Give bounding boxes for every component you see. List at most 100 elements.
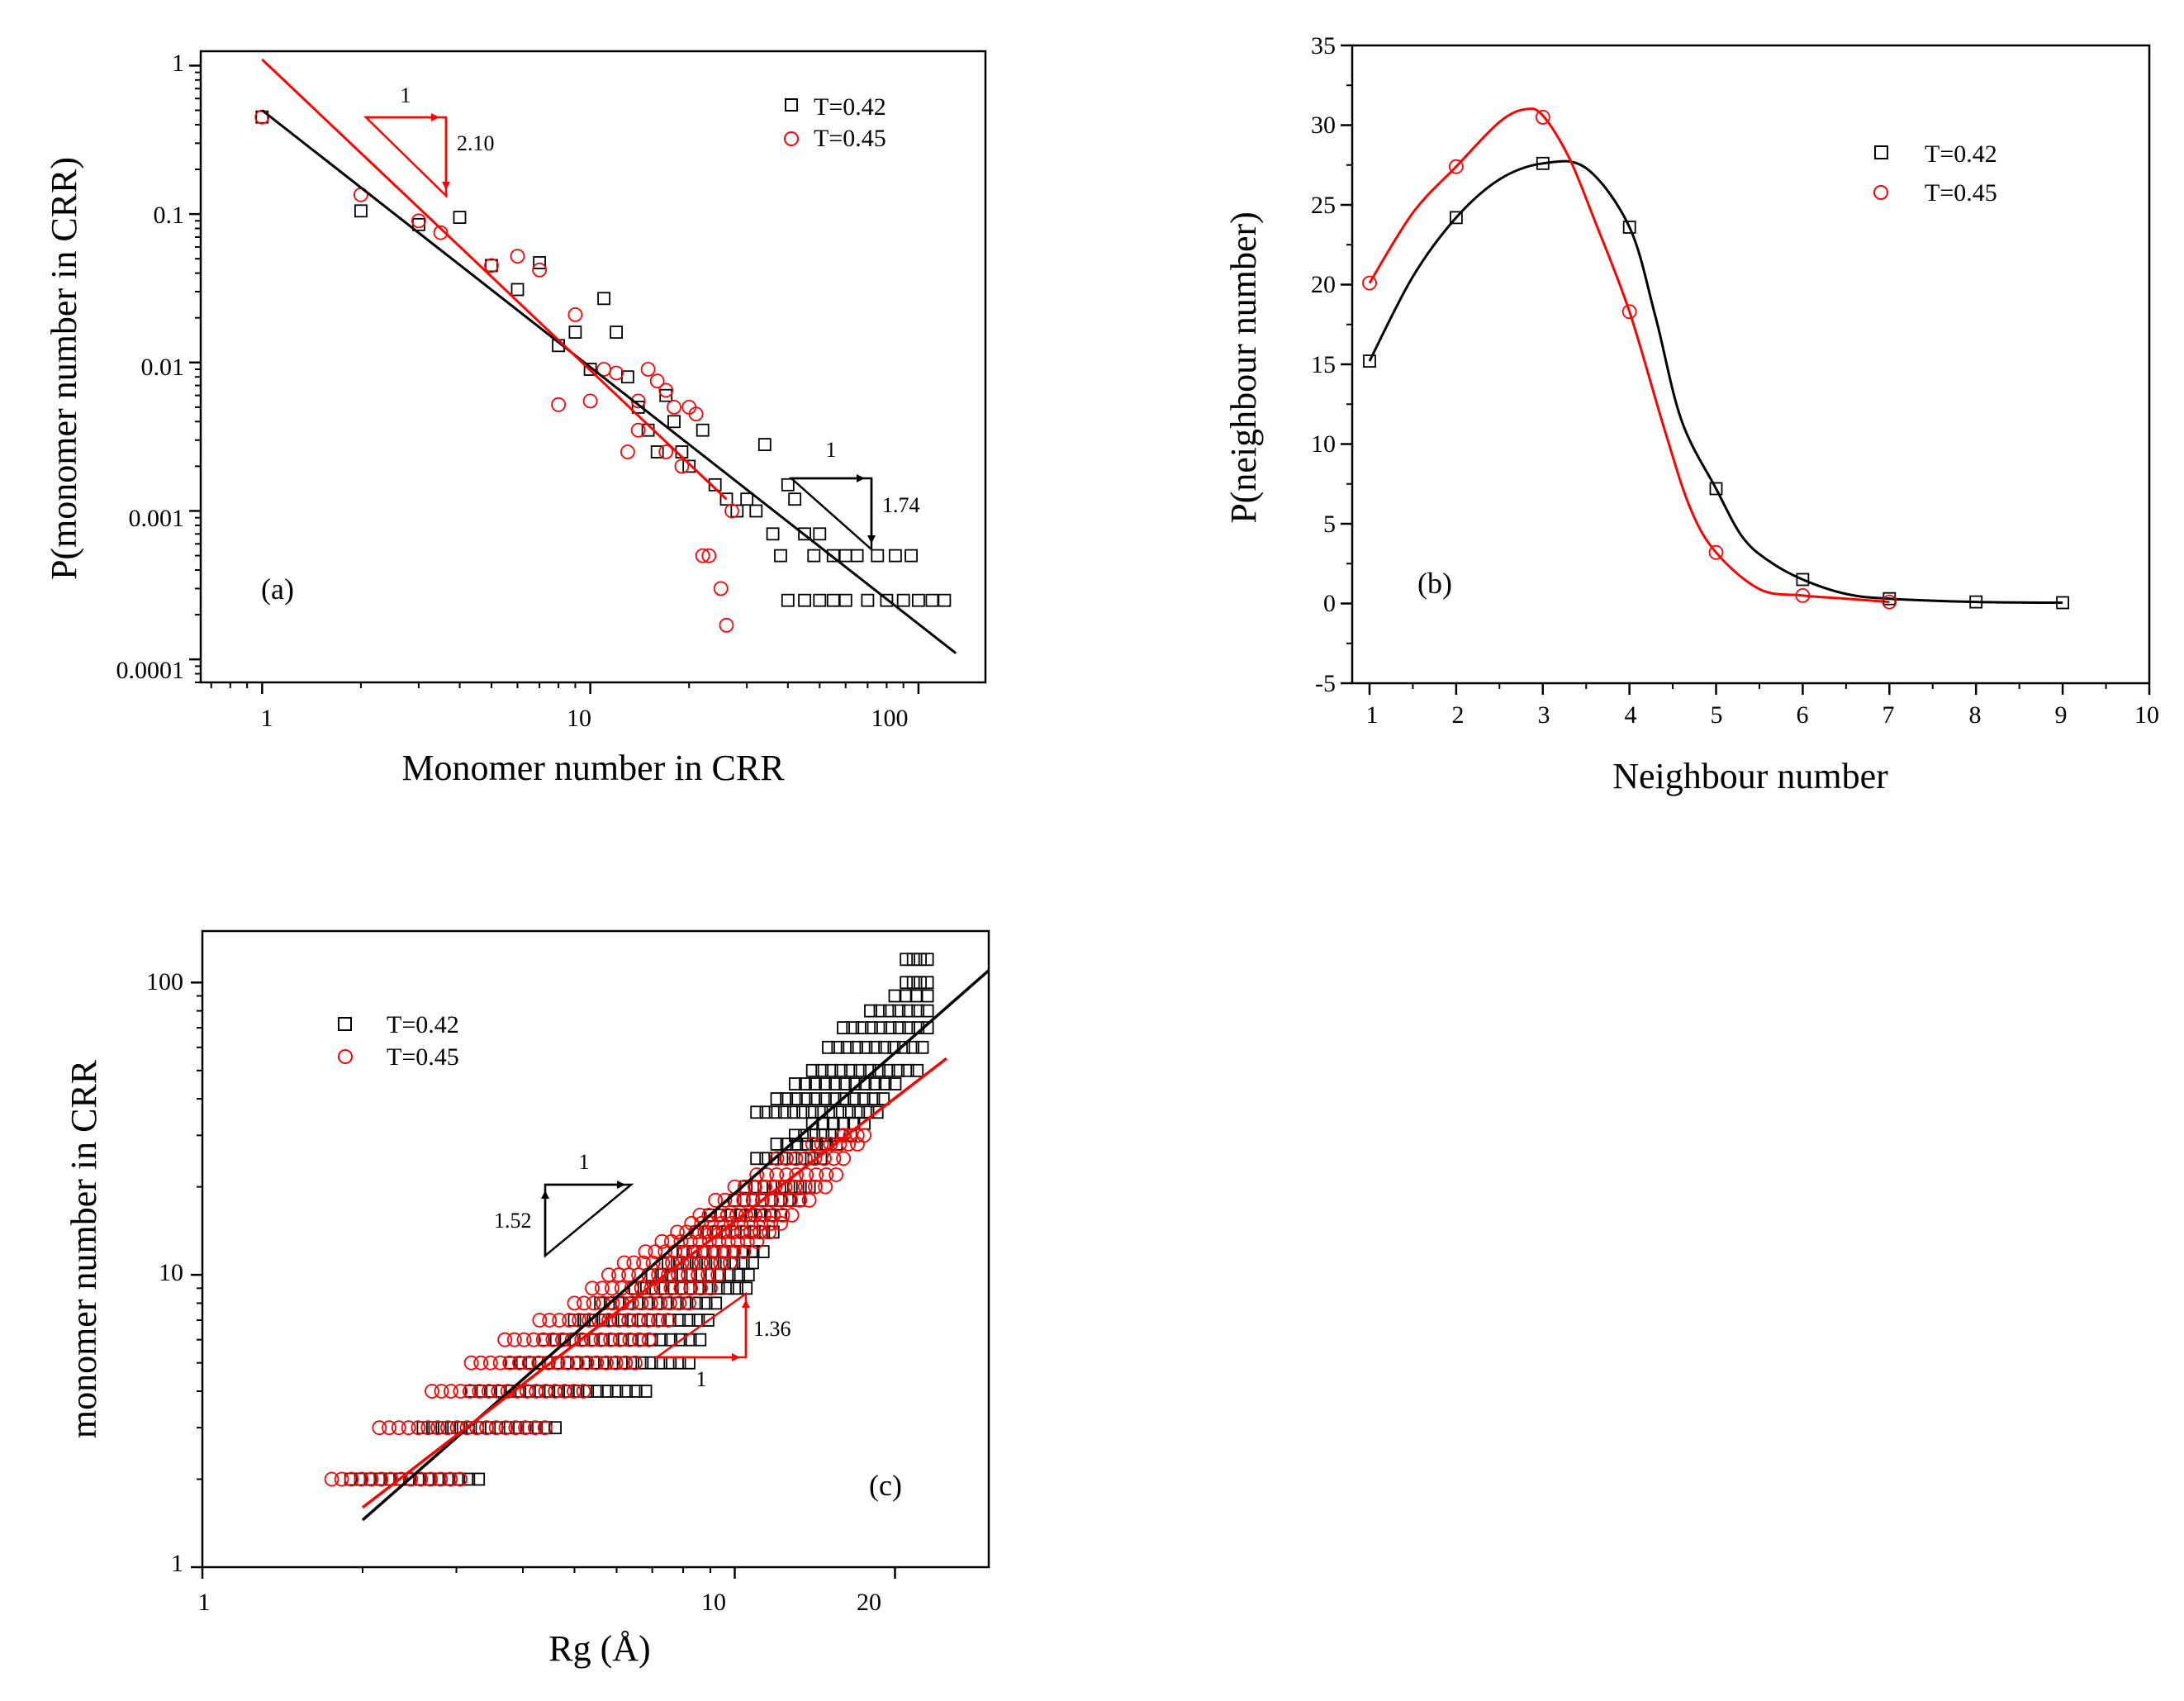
- data-point: [641, 1313, 656, 1328]
- panel-b-x-axis-title: Neighbour number: [1612, 756, 1888, 796]
- data-point: [403, 1471, 419, 1487]
- legend-marker-circle: [784, 131, 799, 146]
- data-point: [667, 415, 681, 429]
- data-point: [453, 1384, 468, 1399]
- data-point: [904, 549, 918, 563]
- data-point: [640, 362, 656, 377]
- data-point: [481, 1384, 496, 1399]
- panel-c-x-tick-label: 10: [701, 1589, 726, 1616]
- data-point: [819, 1077, 832, 1090]
- data-point: [777, 1105, 791, 1119]
- panel-b-frame: [1351, 44, 2151, 685]
- data-point: [601, 1313, 616, 1328]
- data-point: [605, 1281, 620, 1296]
- data-point: [808, 1179, 823, 1195]
- series-curve: [1368, 107, 1890, 604]
- data-point: [576, 1384, 591, 1399]
- data-point: [579, 1355, 595, 1371]
- data-point: [502, 1355, 518, 1371]
- panel-b-y-tick-label: 0: [1323, 590, 1336, 617]
- data-point: [846, 1021, 860, 1034]
- data-point: [622, 1332, 638, 1347]
- data-point: [891, 1063, 905, 1077]
- panel-a-y-tick-label: 0.001: [129, 505, 185, 532]
- data-point: [920, 989, 934, 1003]
- data-point: [567, 1384, 582, 1399]
- data-point: [788, 1151, 804, 1166]
- panel-b-y-tick-label: 35: [1311, 32, 1336, 59]
- panel-a-x-tick-label: 10: [567, 705, 591, 732]
- data-point: [681, 1314, 696, 1327]
- data-point: [682, 459, 696, 473]
- data-point: [582, 393, 598, 409]
- data-point: [463, 1384, 477, 1399]
- data-point: [766, 527, 780, 541]
- data-point: [626, 1255, 642, 1271]
- slope-run-label: 1: [401, 83, 411, 107]
- data-point: [1969, 595, 1983, 609]
- data-point: [828, 1077, 843, 1090]
- data-point: [484, 258, 499, 273]
- panel-c-label: (c): [869, 1469, 902, 1502]
- slope-run-label: 1: [579, 1150, 590, 1174]
- data-point: [430, 1420, 445, 1436]
- data-point: [852, 1105, 866, 1119]
- panel-b-x-tick-label: 2: [1452, 701, 1465, 729]
- data-point: [881, 1063, 895, 1077]
- data-point: [1449, 159, 1464, 174]
- data-point: [391, 1420, 406, 1436]
- panel-a-x-ticks: [210, 682, 920, 694]
- data-point: [691, 1314, 705, 1327]
- data-point: [901, 1004, 915, 1018]
- panel-c-y-tick-label: 1: [171, 1550, 183, 1577]
- data-point: [797, 1179, 813, 1195]
- data-point: [510, 283, 525, 297]
- data-point: [324, 1471, 339, 1487]
- panel-c-series-red: [324, 1128, 871, 1487]
- panel-b-y-ticks: [1341, 44, 1352, 685]
- data-point: [814, 1137, 829, 1152]
- panel-b-curves: [1368, 107, 2063, 604]
- data-point: [838, 593, 852, 607]
- data-point: [610, 325, 623, 340]
- data-point: [531, 1355, 547, 1371]
- panel-b-x-tick-label: 8: [1969, 701, 1982, 729]
- data-point: [874, 1021, 888, 1034]
- data-point: [759, 1167, 775, 1182]
- data-point: [805, 1063, 819, 1077]
- data-point: [433, 1471, 449, 1487]
- data-point: [876, 1092, 890, 1105]
- panel-b-x-tick-label: 6: [1797, 701, 1809, 729]
- data-point: [719, 492, 734, 506]
- data-point: [775, 1208, 791, 1223]
- data-point: [783, 1192, 798, 1208]
- data-point: [538, 1384, 553, 1399]
- data-point: [850, 1040, 863, 1054]
- data-point: [841, 1137, 857, 1152]
- data-point: [724, 1215, 739, 1231]
- data-point: [479, 1420, 494, 1436]
- data-point: [789, 1077, 802, 1090]
- panel-c-slope-triangle-red: 1 1.36: [653, 1291, 791, 1391]
- data-point: [1622, 221, 1636, 234]
- data-point: [411, 213, 426, 229]
- data-point: [831, 1040, 845, 1054]
- data-point: [567, 1295, 582, 1311]
- data-point: [589, 1355, 605, 1371]
- data-point: [577, 1295, 591, 1311]
- data-point: [1536, 156, 1550, 170]
- data-point: [472, 1384, 487, 1399]
- data-point: [694, 1255, 709, 1271]
- data-point: [631, 1313, 646, 1328]
- data-point: [708, 1192, 724, 1208]
- data-point: [643, 1295, 658, 1311]
- data-point: [909, 989, 923, 1003]
- data-point: [628, 1355, 643, 1371]
- data-point: [799, 1092, 813, 1105]
- data-point: [506, 1332, 522, 1347]
- data-point: [717, 1192, 733, 1208]
- data-point: [533, 256, 546, 269]
- data-point: [773, 1215, 789, 1231]
- data-point: [738, 1208, 753, 1223]
